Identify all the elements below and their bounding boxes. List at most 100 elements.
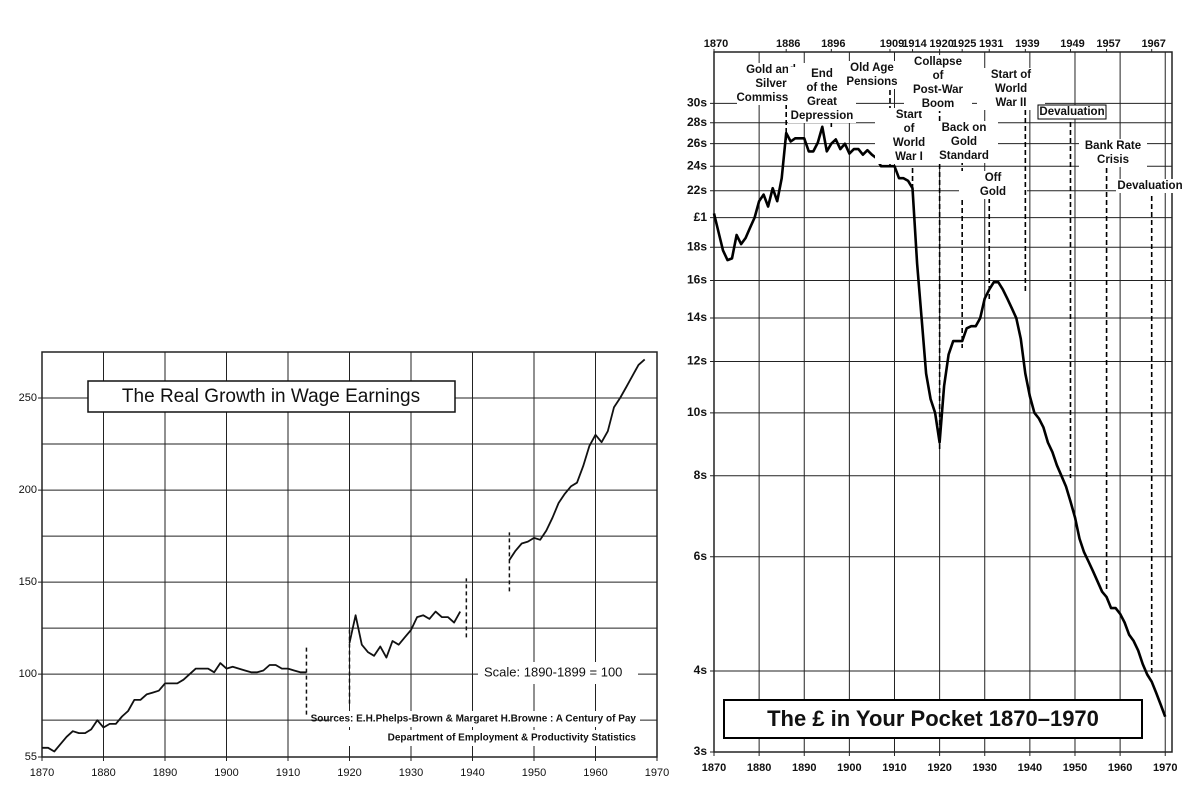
y-tick-label: 22s (687, 183, 707, 197)
annotation-bg (904, 55, 972, 111)
y-tick-label: 200 (19, 484, 37, 496)
annotation-text: World (893, 137, 925, 149)
top-tick-label: 1957 (1096, 38, 1120, 50)
x-tick-label: 1920 (927, 762, 951, 774)
annotation-text: Crisis (1097, 154, 1129, 166)
title-box (723, 699, 1143, 739)
x-tick-label: 1970 (1153, 762, 1177, 774)
top-tick-label: 1896 (821, 38, 845, 50)
annotation-bg (1116, 179, 1184, 193)
annotation-bg (1037, 104, 1107, 120)
annotation-text: Depression (791, 110, 854, 122)
y-tick-label: 28s (687, 115, 707, 129)
annotation-text: Start of (991, 69, 1031, 81)
annotation-text: Bank Rate (1085, 140, 1141, 152)
annotation-text: Boom (922, 98, 955, 110)
annotation-text: Off (985, 172, 1002, 184)
data-line (42, 358, 646, 753)
y-tick-label: 30s (687, 96, 707, 110)
annotation-text: Silver (755, 78, 787, 90)
data-line (712, 125, 1167, 718)
x-tick-label: 1930 (972, 762, 996, 774)
x-tick-label: 1900 (837, 762, 861, 774)
note-bg (478, 662, 638, 684)
y-tick-label: 12s (687, 354, 707, 368)
annotation-bg (959, 171, 1027, 199)
y-tick-label: 4s (694, 663, 708, 677)
x-tick-label: 1930 (399, 767, 423, 779)
y-tick-label: 100 (19, 668, 37, 680)
top-tick-label: 1967 (1141, 38, 1165, 50)
top-tick-label: 1909 (880, 38, 904, 50)
x-tick-label: 1950 (522, 767, 546, 779)
x-tick-label: 1910 (276, 767, 300, 779)
annotation-text: Pensions (846, 76, 897, 88)
x-tick-label: 1890 (792, 762, 816, 774)
annotation-text: Old Age (850, 62, 894, 74)
y-tick-label: 16s (687, 273, 707, 287)
annotation-bg (930, 121, 998, 163)
chart-title: The Real Growth in Wage Earnings (122, 386, 420, 407)
x-tick-label: 1940 (1018, 762, 1042, 774)
top-tick-label: 1914 (902, 38, 927, 50)
x-tick-label: 1900 (214, 767, 238, 779)
top-tick-label: 1925 (952, 38, 976, 50)
top-tick-label: 1931 (979, 38, 1003, 50)
x-tick-label: 1870 (30, 767, 54, 779)
x-tick-label: 1880 (747, 762, 771, 774)
top-tick-label: 1939 (1015, 38, 1039, 50)
annotation-text: Gold and (746, 64, 796, 76)
annotation-text: End (811, 68, 833, 80)
y-tick-label: 55 (25, 751, 37, 763)
x-tick-label: 1940 (460, 767, 484, 779)
y-tick-label: 26s (687, 136, 707, 150)
y-tick-label: 14s (687, 310, 707, 324)
annotation-bg (977, 68, 1045, 110)
top-tick-label: 1920 (929, 38, 953, 50)
title-box (87, 380, 456, 413)
annotation-bg (838, 61, 906, 89)
x-tick-label: 1960 (1108, 762, 1132, 774)
y-tick-label: 150 (19, 576, 37, 588)
annotation-text: Devaluation (1039, 106, 1104, 118)
x-tick-label: 1910 (882, 762, 906, 774)
annotation-text: Post-War (913, 84, 964, 96)
annotation-bg (1079, 139, 1147, 167)
top-tick-label: 1886 (776, 38, 800, 50)
chart-title: The £ in Your Pocket 1870–1970 (767, 706, 1099, 731)
y-tick-label: 18s (687, 239, 707, 253)
x-tick-label: 1960 (583, 767, 607, 779)
top-tick-label: 1870 (704, 38, 728, 50)
top-tick-label: 1949 (1060, 38, 1084, 50)
x-tick-label: 1870 (702, 762, 726, 774)
source-text: Sources: E.H.Phelps-Brown & Margaret H.B… (311, 714, 637, 725)
y-tick-label: 3s (694, 744, 708, 758)
y-tick-label: 8s (694, 468, 708, 482)
annotation-text: of (904, 123, 915, 135)
annotation-text: War II (996, 97, 1027, 109)
y-tick-label: 250 (19, 392, 37, 404)
y-tick-label: 24s (687, 158, 707, 172)
annotation-text: Gold (980, 186, 1006, 198)
y-tick-label: 6s (694, 549, 708, 563)
x-tick-label: 1950 (1063, 762, 1087, 774)
y-tick-label: 10s (687, 405, 707, 419)
annotation-text: Collapse (914, 56, 962, 68)
source-bg (330, 711, 640, 727)
x-tick-label: 1970 (645, 767, 669, 779)
annotation-text: Gold (951, 136, 977, 148)
annotation-text: Back on (942, 122, 987, 134)
annotation-text: World (995, 83, 1027, 95)
annotation-text: Standard (939, 150, 989, 162)
scale-note: Scale: 1890-1899 = 100 (484, 664, 622, 679)
annotation-text: Start (896, 109, 922, 121)
x-tick-label: 1920 (337, 767, 361, 779)
annotation-text: War I (895, 151, 923, 163)
x-tick-label: 1890 (153, 767, 177, 779)
annotation-text: Great (807, 96, 837, 108)
annotation-text: Devaluation (1117, 180, 1182, 192)
source-text: Department of Employment & Productivity … (388, 733, 637, 744)
x-tick-label: 1880 (91, 767, 115, 779)
source-bg (330, 730, 640, 746)
